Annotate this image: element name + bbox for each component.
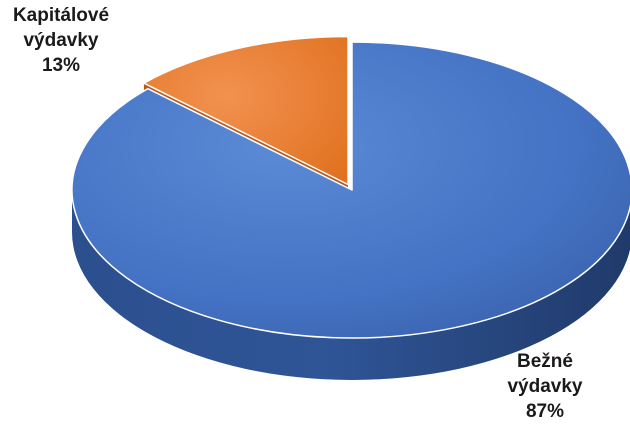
slice-percent-label: 13%	[41, 55, 81, 76]
pie-slice-0	[71, 41, 630, 339]
slice-label-line: výdavky	[23, 30, 99, 51]
slice-label-bezne-vydavky: Bežné výdavky 87%	[470, 349, 620, 424]
slice-label-line: Bežné	[517, 351, 573, 372]
slice-percent-label: 87%	[525, 401, 565, 422]
pie-slice-1	[143, 35, 349, 186]
slice-label-line: Kapitálové	[12, 5, 110, 26]
slice-label-line: výdavky	[507, 376, 583, 397]
pie-side-0	[72, 190, 630, 380]
slice-label-kapitalove-vydavky: Kapitálové výdavky 13%	[0, 3, 122, 78]
